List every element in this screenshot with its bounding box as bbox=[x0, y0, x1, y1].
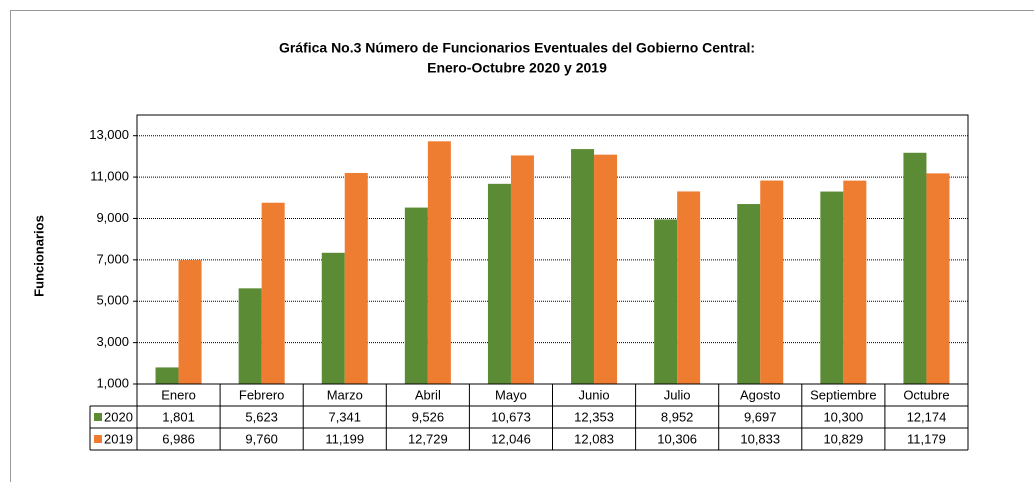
table-value: 12,046 bbox=[491, 431, 531, 446]
bar bbox=[760, 180, 784, 384]
table-value: 10,829 bbox=[823, 431, 863, 446]
y-tick-label: 1,000 bbox=[96, 375, 129, 390]
table-value: 10,300 bbox=[823, 409, 863, 424]
table-value: 9,526 bbox=[412, 409, 445, 424]
bar bbox=[571, 149, 595, 384]
table-value: 10,306 bbox=[657, 431, 697, 446]
table-value: 6,986 bbox=[162, 431, 195, 446]
x-tick-label: Abril bbox=[415, 387, 441, 402]
bar bbox=[404, 207, 428, 384]
table-value: 9,697 bbox=[744, 409, 777, 424]
bar bbox=[820, 191, 844, 384]
x-tick-label: Mayo bbox=[495, 387, 527, 402]
bar bbox=[238, 288, 262, 384]
x-tick-label: Septiembre bbox=[810, 387, 876, 402]
chart-title: Gráfica No.3 Número de Funcionarios Even… bbox=[279, 40, 755, 56]
y-tick-label: 3,000 bbox=[96, 334, 129, 349]
table-value: 10,833 bbox=[740, 431, 780, 446]
bar bbox=[155, 367, 179, 384]
table-value: 12,729 bbox=[408, 431, 448, 446]
legend-swatch bbox=[94, 413, 102, 421]
table-value: 11,179 bbox=[907, 431, 946, 446]
legend-label: 2020 bbox=[104, 409, 133, 424]
x-tick-label: Febrero bbox=[239, 387, 285, 402]
table-value: 1,801 bbox=[162, 409, 195, 424]
bar bbox=[594, 154, 618, 384]
bar bbox=[903, 152, 927, 384]
table-value: 10,673 bbox=[491, 409, 531, 424]
bar bbox=[926, 173, 950, 384]
bar bbox=[178, 260, 202, 384]
x-tick-label: Agosto bbox=[740, 387, 780, 402]
table-value: 5,623 bbox=[245, 409, 278, 424]
chart-subtitle: Enero-Octubre 2020 y 2019 bbox=[427, 60, 607, 76]
bar bbox=[737, 204, 761, 384]
bar bbox=[427, 141, 451, 384]
table-value: 12,083 bbox=[574, 431, 614, 446]
table-value: 11,199 bbox=[325, 431, 364, 446]
x-tick-label: Julio bbox=[664, 387, 691, 402]
y-tick-label: 11,000 bbox=[90, 169, 129, 184]
table-value: 9,760 bbox=[245, 431, 278, 446]
y-tick-label: 9,000 bbox=[96, 210, 129, 225]
table-value: 8,952 bbox=[661, 409, 694, 424]
frame bbox=[10, 10, 1034, 482]
bar bbox=[654, 219, 678, 384]
x-tick-label: Marzo bbox=[327, 387, 363, 402]
legend-swatch bbox=[94, 435, 102, 443]
bar bbox=[261, 202, 285, 384]
bar bbox=[677, 191, 701, 384]
bar bbox=[510, 155, 534, 384]
y-tick-label: 13,000 bbox=[89, 127, 129, 142]
table-value: 7,341 bbox=[328, 409, 361, 424]
table-value: 12,353 bbox=[574, 409, 614, 424]
bar bbox=[344, 172, 368, 384]
x-tick-label: Octubre bbox=[903, 387, 949, 402]
y-axis-label: Funcionarios bbox=[31, 215, 46, 297]
bar bbox=[843, 180, 867, 384]
x-tick-label: Junio bbox=[579, 387, 610, 402]
legend-label: 2019 bbox=[104, 431, 133, 446]
x-tick-label: Enero bbox=[161, 387, 196, 402]
table-value: 12,174 bbox=[907, 409, 947, 424]
bar bbox=[487, 183, 511, 384]
y-tick-label: 5,000 bbox=[96, 293, 129, 308]
bar bbox=[321, 252, 345, 384]
y-tick-label: 7,000 bbox=[96, 251, 129, 266]
